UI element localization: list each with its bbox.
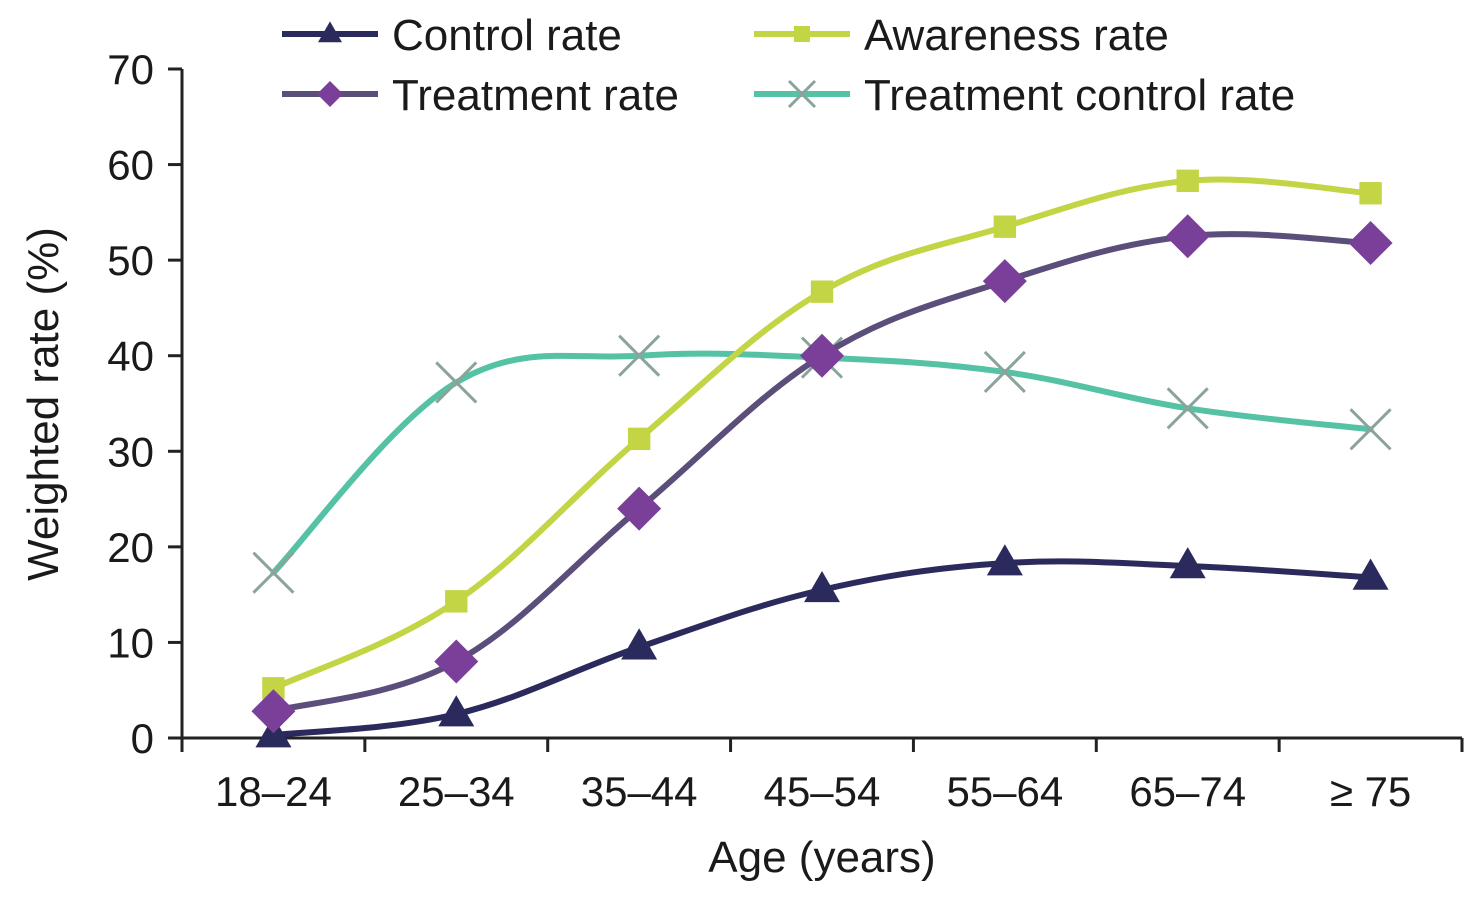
y-tick-label: 50 bbox=[107, 237, 154, 284]
y-tick-label: 30 bbox=[107, 428, 154, 475]
data-point-awareness-rate bbox=[1359, 182, 1382, 205]
data-point-treatment-rate bbox=[1348, 220, 1393, 265]
data-point-awareness-rate bbox=[810, 280, 834, 303]
legend-item-awareness-rate: Awareness rate bbox=[754, 11, 1169, 60]
x-tick-label: 45–54 bbox=[764, 768, 881, 815]
series-line-treatment-rate bbox=[270, 231, 1374, 715]
data-point-awareness-rate bbox=[627, 427, 651, 451]
legend-marker bbox=[317, 81, 343, 107]
data-point-treatment-rate bbox=[617, 486, 662, 531]
x-tick-label: 35–44 bbox=[581, 768, 698, 815]
data-point-treatment-control-rate bbox=[252, 551, 295, 594]
y-tick-label: 60 bbox=[107, 142, 154, 189]
data-point-treatment-control-rate bbox=[1349, 408, 1392, 451]
data-point-control-rate bbox=[621, 628, 658, 660]
legend-label: Treatment control rate bbox=[864, 71, 1295, 120]
x-tick-label: ≥ 75 bbox=[1330, 768, 1411, 815]
series-treatment-control-rate bbox=[252, 334, 1392, 594]
y-tick-label: 70 bbox=[107, 46, 154, 93]
x-tick-label: 65–74 bbox=[1129, 768, 1246, 815]
y-tick-label: 20 bbox=[107, 524, 154, 571]
data-point-control-rate bbox=[1169, 547, 1206, 579]
data-point-treatment-control-rate-stroke bbox=[1349, 408, 1392, 451]
data-point-control-rate bbox=[986, 544, 1023, 576]
data-point-treatment-control-rate bbox=[435, 361, 478, 404]
y-tick-label: 10 bbox=[107, 619, 154, 666]
series-line-awareness-rate bbox=[270, 176, 1374, 692]
legend-marker bbox=[787, 79, 817, 109]
x-tick-label: 25–34 bbox=[398, 768, 515, 815]
data-point-treatment-rate bbox=[982, 259, 1027, 304]
series-treatment-rate bbox=[251, 214, 1393, 734]
legend-item-treatment-rate: Treatment rate bbox=[282, 71, 679, 120]
series-awareness-rate bbox=[262, 169, 1382, 700]
legend-label: Control rate bbox=[392, 11, 622, 60]
data-point-treatment-control-rate-stroke bbox=[618, 334, 661, 377]
legend-marker bbox=[794, 26, 810, 42]
data-point-treatment-control-rate bbox=[1166, 387, 1209, 430]
y-tick-label: 0 bbox=[131, 715, 154, 762]
data-point-treatment-control-rate bbox=[983, 350, 1026, 394]
data-point-awareness-rate bbox=[262, 677, 285, 700]
legend-marker-stroke bbox=[787, 79, 817, 109]
data-point-treatment-rate bbox=[251, 689, 296, 734]
y-axis-title: Weighted rate (%) bbox=[19, 227, 68, 581]
data-point-awareness-rate bbox=[993, 215, 1017, 238]
series-control-rate bbox=[255, 544, 1389, 748]
legend-label: Awareness rate bbox=[864, 11, 1169, 60]
data-point-treatment-control-rate-stroke bbox=[435, 361, 478, 404]
legend-marker bbox=[318, 21, 342, 43]
data-point-treatment-control-rate-stroke bbox=[1166, 387, 1209, 430]
series-layer bbox=[251, 169, 1393, 748]
axes: 0 10 20 30 40 50 60 70 18–24 25–34 35–44 45–54 55–64… bbox=[107, 46, 1464, 815]
legend-item-control-rate: Control rate bbox=[282, 11, 622, 60]
data-point-treatment-rate bbox=[434, 639, 479, 684]
x-tick-label: 18–24 bbox=[215, 768, 332, 815]
data-point-control-rate bbox=[1352, 558, 1389, 590]
data-point-control-rate bbox=[438, 695, 475, 727]
data-point-control-rate bbox=[804, 570, 840, 603]
data-point-treatment-control-rate-stroke bbox=[252, 551, 295, 594]
y-tick-label: 40 bbox=[107, 333, 154, 380]
data-point-awareness-rate bbox=[445, 590, 468, 613]
data-point-treatment-control-rate-stroke bbox=[983, 350, 1026, 394]
x-axis-title: Age (years) bbox=[708, 833, 935, 882]
data-point-treatment-control-rate bbox=[618, 334, 661, 377]
data-point-awareness-rate bbox=[1176, 169, 1199, 193]
legend-label: Treatment rate bbox=[392, 71, 679, 120]
data-point-treatment-rate bbox=[1165, 214, 1210, 259]
data-point-treatment-rate bbox=[800, 333, 844, 378]
x-tick-label: 55–64 bbox=[946, 768, 1063, 815]
legend-item-treatment-control-rate: Treatment control rate bbox=[754, 71, 1295, 120]
legend: Control rate Awareness rate Treatment rate… bbox=[282, 11, 1295, 120]
series-line-treatment-control-rate bbox=[270, 350, 1374, 576]
